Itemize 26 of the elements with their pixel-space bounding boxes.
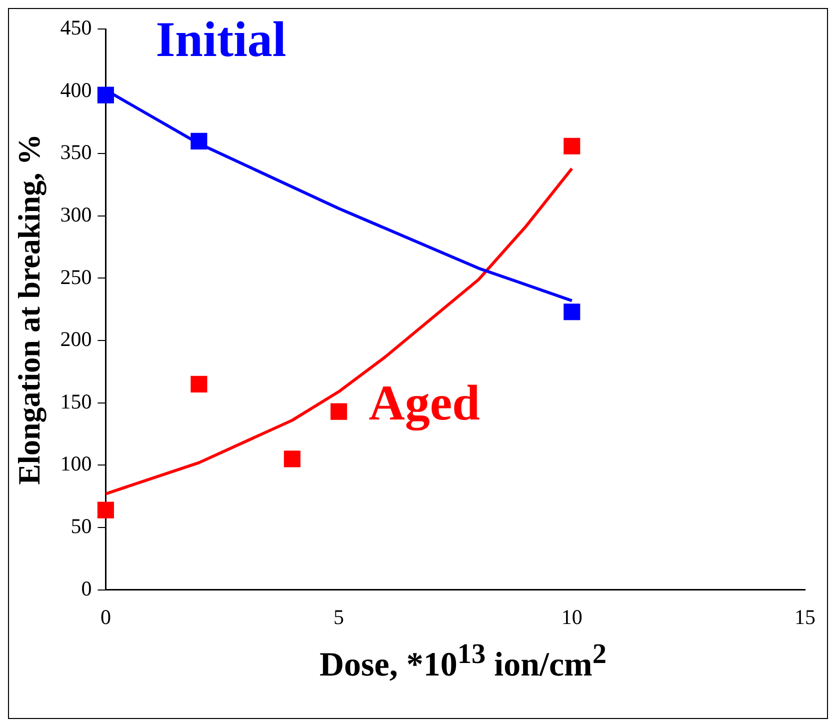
point: [97, 86, 114, 104]
point: [284, 450, 300, 468]
x-axis-title: Dose, *10$^{13}$ ion/cm$^{2}$: [318, 639, 608, 684]
x-tick-label: 10: [561, 604, 582, 629]
series-label: Initial: [156, 10, 286, 67]
x-tick-label: 5: [334, 604, 344, 629]
y-tick-label: 50: [70, 514, 92, 538]
series-label: Aged: [368, 374, 480, 432]
x-tick-label: 15: [794, 604, 816, 629]
point: [190, 376, 208, 392]
x-tick-label: 0: [100, 604, 111, 629]
y-tick-label: 150: [60, 389, 92, 414]
point: [190, 132, 208, 150]
y-tick-label: 300: [60, 202, 92, 226]
y-tick-label: 400: [60, 78, 92, 102]
point: [330, 403, 348, 420]
y-tick-label: 200: [60, 327, 92, 352]
point: [97, 502, 114, 518]
y-tick-label: 250: [60, 264, 92, 289]
y-tick-label: 100: [60, 452, 92, 476]
y-tick-label: 350: [60, 140, 92, 164]
y-tick-label: 0: [81, 576, 92, 600]
y-tick-label: 450: [60, 16, 92, 40]
point: [564, 304, 580, 320]
y-axis-title: Elongation at breaking, %: [12, 134, 47, 485]
point: [564, 138, 580, 154]
